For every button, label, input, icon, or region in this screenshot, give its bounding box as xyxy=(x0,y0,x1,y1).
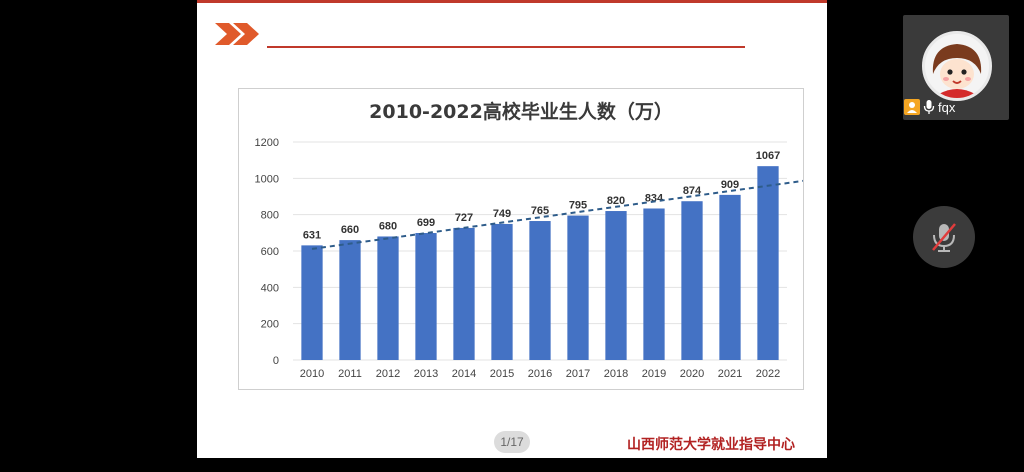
chevron-arrows-icon xyxy=(215,23,259,45)
y-tick-label: 400 xyxy=(261,282,279,294)
bar-chart: 0 200 400 600 800 1000 1200 631 2010 660 2011 680 20… xyxy=(255,137,803,380)
host-icon xyxy=(904,99,920,115)
bar xyxy=(605,211,627,360)
bar-value-label: 765 xyxy=(531,205,549,217)
presentation-slide: 2010-2022高校毕业生人数（万） 0 200 400 600 800 1000 120… xyxy=(197,0,827,458)
cartoon-avatar-icon xyxy=(925,34,989,98)
page-indicator[interactable]: 1/17 xyxy=(494,431,530,453)
bar-value-label: 820 xyxy=(607,195,625,207)
x-tick-label: 2011 xyxy=(338,368,362,380)
y-tick-label: 1000 xyxy=(255,173,279,185)
mute-toggle-button[interactable] xyxy=(913,206,975,268)
bar xyxy=(491,223,513,360)
bar xyxy=(339,240,361,360)
mic-off-icon xyxy=(932,223,956,252)
bar-value-label: 680 xyxy=(379,220,397,232)
bar xyxy=(529,221,551,360)
participant-avatar xyxy=(922,31,992,101)
bar-value-label: 727 xyxy=(455,212,473,224)
slide-top-border xyxy=(197,0,827,3)
x-tick-label: 2013 xyxy=(414,368,438,380)
x-tick-label: 2015 xyxy=(490,368,514,380)
x-tick-label: 2017 xyxy=(566,368,590,380)
bar-value-label: 874 xyxy=(683,185,702,197)
chart-container: 2010-2022高校毕业生人数（万） 0 200 400 600 800 1000 120… xyxy=(238,88,804,390)
x-tick-label: 2014 xyxy=(452,368,476,380)
x-tick-label: 2012 xyxy=(376,368,400,380)
bar-value-label: 909 xyxy=(721,179,739,191)
participant-video-tile[interactable]: fqx xyxy=(903,15,1009,120)
bar xyxy=(377,236,399,360)
x-tick-label: 2018 xyxy=(604,368,628,380)
trendline xyxy=(311,179,803,250)
bar xyxy=(453,227,475,360)
bar-value-label: 834 xyxy=(645,192,664,204)
y-tick-label: 800 xyxy=(261,210,279,222)
header-divider xyxy=(267,46,745,48)
x-tick-label: 2020 xyxy=(680,368,704,380)
bar xyxy=(301,245,323,360)
bar-value-label: 1067 xyxy=(756,150,780,162)
bar-value-label: 631 xyxy=(303,229,321,241)
bar xyxy=(719,194,741,360)
bar-value-label: 699 xyxy=(417,217,435,229)
bar xyxy=(681,201,703,360)
participant-nameplate: fqx xyxy=(904,98,955,116)
bar xyxy=(415,233,437,360)
bar-value-label: 660 xyxy=(341,224,359,236)
chart-title: 2010-2022高校毕业生人数（万） xyxy=(369,101,673,123)
mic-icon xyxy=(923,100,935,114)
x-tick-label: 2019 xyxy=(642,368,666,380)
bar xyxy=(757,166,779,360)
footer-organization: 山西师范大学就业指导中心 xyxy=(627,437,795,453)
bar-value-label: 795 xyxy=(569,200,587,212)
x-tick-label: 2010 xyxy=(300,368,324,380)
bar-value-label: 749 xyxy=(493,208,511,220)
y-tick-label: 200 xyxy=(261,319,279,331)
y-tick-label: 1200 xyxy=(255,137,279,149)
y-tick-label: 0 xyxy=(273,355,279,367)
bar xyxy=(567,215,589,360)
x-tick-label: 2016 xyxy=(528,368,552,380)
x-tick-label: 2021 xyxy=(718,368,742,380)
x-tick-label: 2022 xyxy=(756,368,780,380)
bar xyxy=(643,208,665,360)
participant-name: fqx xyxy=(938,99,956,115)
y-tick-label: 600 xyxy=(261,246,279,258)
